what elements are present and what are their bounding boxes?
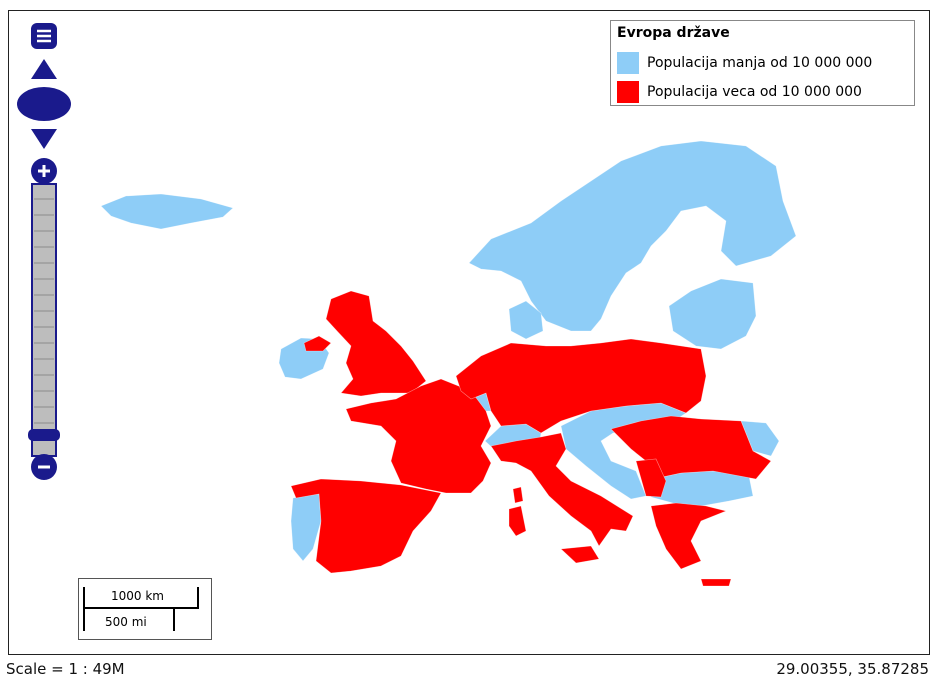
scandinavia: [468, 140, 797, 332]
corsica: [512, 486, 524, 504]
baltics: [668, 278, 757, 350]
iceland: [100, 193, 234, 230]
germany-poland: [455, 338, 707, 434]
legend-item: Populacija manja od 10 000 000: [617, 52, 872, 74]
legend-item: Populacija veca od 10 000 000: [617, 81, 862, 103]
map-layer: [100, 140, 797, 587]
mouse-coordinates: 29.00355, 35.87285: [776, 660, 929, 678]
legend-title: Evropa države: [617, 25, 730, 41]
sardinia: [508, 505, 527, 537]
n-ireland: [303, 335, 332, 352]
scale-mi: 500 mi: [105, 615, 147, 629]
serbia: [635, 458, 667, 498]
legend-label: Populacija veca od 10 000 000: [647, 84, 862, 100]
zoom-slider[interactable]: [28, 429, 60, 441]
zoom-bar[interactable]: [31, 183, 57, 457]
legend-label: Populacija manja od 10 000 000: [647, 55, 873, 71]
italy: [490, 432, 634, 547]
denmark: [508, 300, 544, 340]
france: [345, 378, 492, 494]
sicily: [560, 545, 600, 564]
greece: [650, 502, 727, 570]
scale-km: 1000 km: [111, 589, 164, 603]
scale-bar: 1000 km 500 mi: [78, 578, 212, 640]
legend: Evropa države Populacija manja od 10 000…: [610, 20, 915, 106]
pan-control[interactable]: [17, 59, 71, 149]
spain: [290, 478, 442, 574]
map-view[interactable]: [8, 10, 930, 655]
nav-controls: [17, 23, 71, 480]
portugal: [290, 493, 322, 562]
legend-swatch: [617, 52, 639, 74]
united-kingdom: [325, 290, 427, 397]
legend-swatch: [617, 81, 639, 103]
crete: [700, 578, 732, 587]
scale-text: Scale = 1 : 49M: [6, 660, 125, 678]
